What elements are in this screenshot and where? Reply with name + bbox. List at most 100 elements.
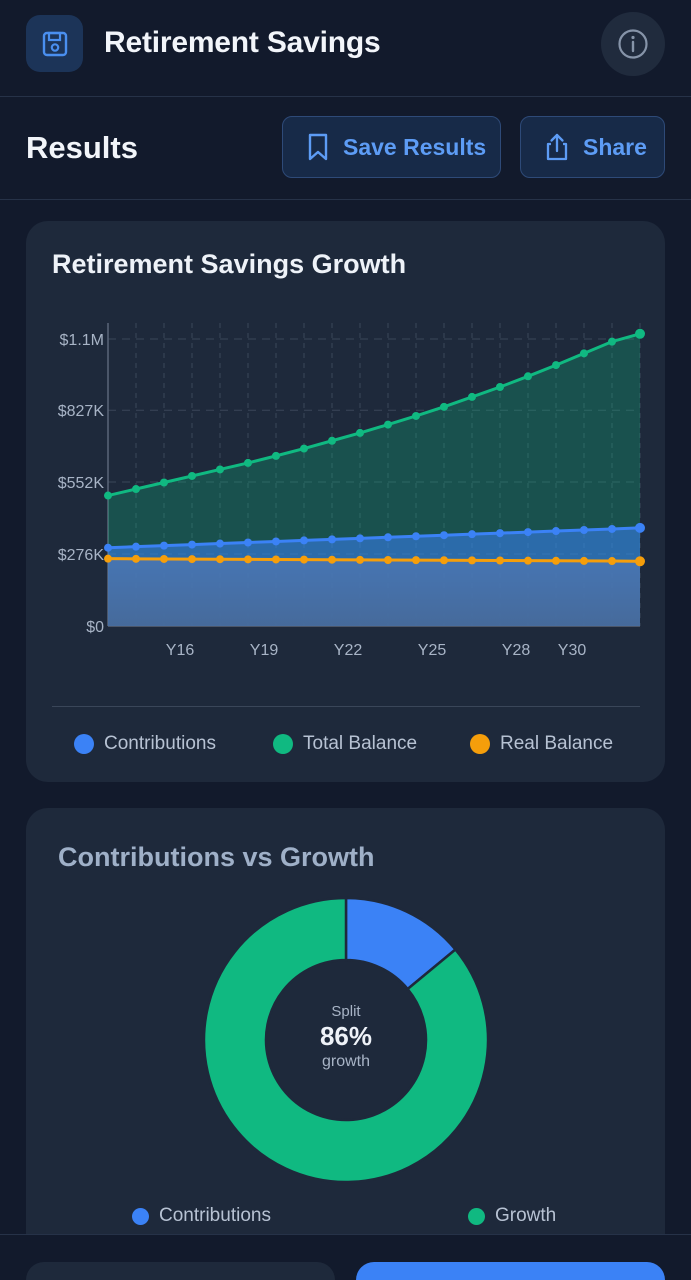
- x-tick-label: Y16: [166, 642, 195, 659]
- point-real-balance: [524, 556, 532, 565]
- point-contributions: [384, 533, 392, 542]
- legend-label-contributions: Contributions: [104, 733, 216, 754]
- x-tick-label: Y22: [334, 642, 363, 659]
- point-real-balance: [104, 554, 112, 563]
- line-real-balance: [107, 557, 641, 563]
- legend-dot-contributions: [74, 734, 94, 754]
- point-contributions: [580, 525, 588, 534]
- y-tick-label: $552K: [58, 475, 105, 492]
- point-total-balance: [580, 349, 588, 358]
- point-total-balance: [384, 420, 392, 429]
- point-total-balance: [300, 444, 308, 453]
- point-total-balance: [132, 485, 140, 494]
- point-contributions: [440, 531, 448, 540]
- donut-center: Split 86% growth: [271, 1003, 421, 1071]
- point-real-balance: [496, 556, 504, 565]
- point-contributions: [635, 522, 645, 533]
- app-title: Retirement Savings: [104, 26, 381, 59]
- donut-legend-contributions[interactable]: Contributions: [132, 1205, 271, 1227]
- donut-slice-growth: [202, 896, 490, 1184]
- point-real-balance: [384, 555, 392, 564]
- point-total-balance: [272, 451, 280, 460]
- point-total-balance: [356, 428, 364, 437]
- donut-legend-label-contributions: Contributions: [159, 1205, 271, 1226]
- point-real-balance: [468, 556, 476, 565]
- point-contributions: [356, 534, 364, 543]
- save-results-button[interactable]: Save Results: [282, 116, 501, 178]
- point-contributions: [608, 524, 616, 533]
- share-label: Share: [583, 133, 647, 160]
- info-icon: [618, 29, 648, 59]
- point-real-balance: [328, 555, 336, 564]
- point-contributions: [188, 540, 196, 549]
- point-real-balance: [160, 554, 168, 563]
- legend-real-balance[interactable]: Real Balance: [470, 733, 613, 755]
- point-contributions: [524, 528, 532, 537]
- bookmark-icon: [308, 133, 328, 161]
- bottom-action-bar: [0, 1234, 691, 1280]
- point-real-balance: [272, 555, 280, 564]
- info-button[interactable]: [601, 12, 665, 76]
- point-real-balance: [244, 555, 252, 564]
- point-total-balance: [104, 491, 112, 500]
- point-contributions: [132, 542, 140, 551]
- growth-chart: $0 $276K $552K $827K $1.1M Y16 Y19 Y22 Y25 Y28 Y30: [58, 323, 645, 659]
- line-contributions: [107, 526, 641, 550]
- point-real-balance: [440, 556, 448, 565]
- point-total-balance: [608, 337, 616, 346]
- primary-action-button[interactable]: [356, 1262, 665, 1280]
- point-real-balance: [216, 555, 224, 564]
- point-contributions: [272, 537, 280, 546]
- donut-legend-dot-growth: [468, 1207, 485, 1225]
- results-title: Results: [26, 130, 138, 165]
- legend-total-balance[interactable]: Total Balance: [273, 733, 417, 755]
- point-contributions: [496, 529, 504, 538]
- point-contributions: [160, 541, 168, 550]
- donut-center-sub: growth: [321, 1053, 371, 1070]
- share-icon: [546, 133, 568, 161]
- area-real-balance: [108, 558, 640, 626]
- donut-center-value: 86%: [319, 1021, 373, 1051]
- point-real-balance: [356, 555, 364, 564]
- split-chart-card: Contributions vs Growth Split 86% growth…: [26, 808, 665, 1248]
- x-tick-label: Y28: [502, 642, 531, 659]
- donut-legend-growth[interactable]: Growth: [468, 1205, 556, 1227]
- point-contributions: [328, 535, 336, 544]
- point-contributions: [300, 536, 308, 545]
- top-bar: Retirement Savings: [0, 0, 691, 97]
- point-total-balance: [440, 402, 448, 411]
- donut-center-label: Split: [331, 1003, 361, 1020]
- point-total-balance: [328, 436, 336, 445]
- point-real-balance: [580, 556, 588, 565]
- x-tick-label: Y19: [250, 642, 279, 659]
- legend-dot-real-balance: [470, 734, 490, 754]
- point-total-balance: [244, 458, 252, 467]
- point-real-balance: [635, 556, 645, 567]
- x-tick-label: Y25: [418, 642, 447, 659]
- floppy-disk-icon[interactable]: [26, 15, 83, 72]
- share-button[interactable]: Share: [520, 116, 665, 178]
- point-total-balance: [412, 411, 420, 420]
- point-contributions: [412, 532, 420, 541]
- point-real-balance: [188, 555, 196, 564]
- split-chart-title: Contributions vs Growth: [58, 842, 375, 872]
- point-real-balance: [412, 556, 420, 565]
- legend-label-real-balance: Real Balance: [500, 733, 614, 754]
- legend-divider: [52, 706, 640, 707]
- growth-chart-title: Retirement Savings Growth: [52, 249, 407, 279]
- point-total-balance: [524, 372, 532, 381]
- line-total-balance: [107, 332, 641, 498]
- y-tick-label: $1.1M: [60, 332, 104, 349]
- legend-label-total-balance: Total Balance: [303, 733, 418, 754]
- y-tick-label: $827K: [58, 403, 105, 420]
- legend-dot-total-balance: [273, 734, 293, 754]
- point-total-balance: [552, 361, 560, 370]
- point-total-balance: [468, 392, 476, 401]
- point-total-balance: [160, 478, 168, 487]
- point-total-balance: [496, 383, 504, 392]
- point-contributions: [552, 527, 560, 536]
- secondary-action-button[interactable]: [26, 1262, 335, 1280]
- legend-contributions[interactable]: Contributions: [74, 733, 216, 755]
- point-total-balance: [635, 328, 645, 339]
- x-tick-label: Y30: [558, 642, 587, 659]
